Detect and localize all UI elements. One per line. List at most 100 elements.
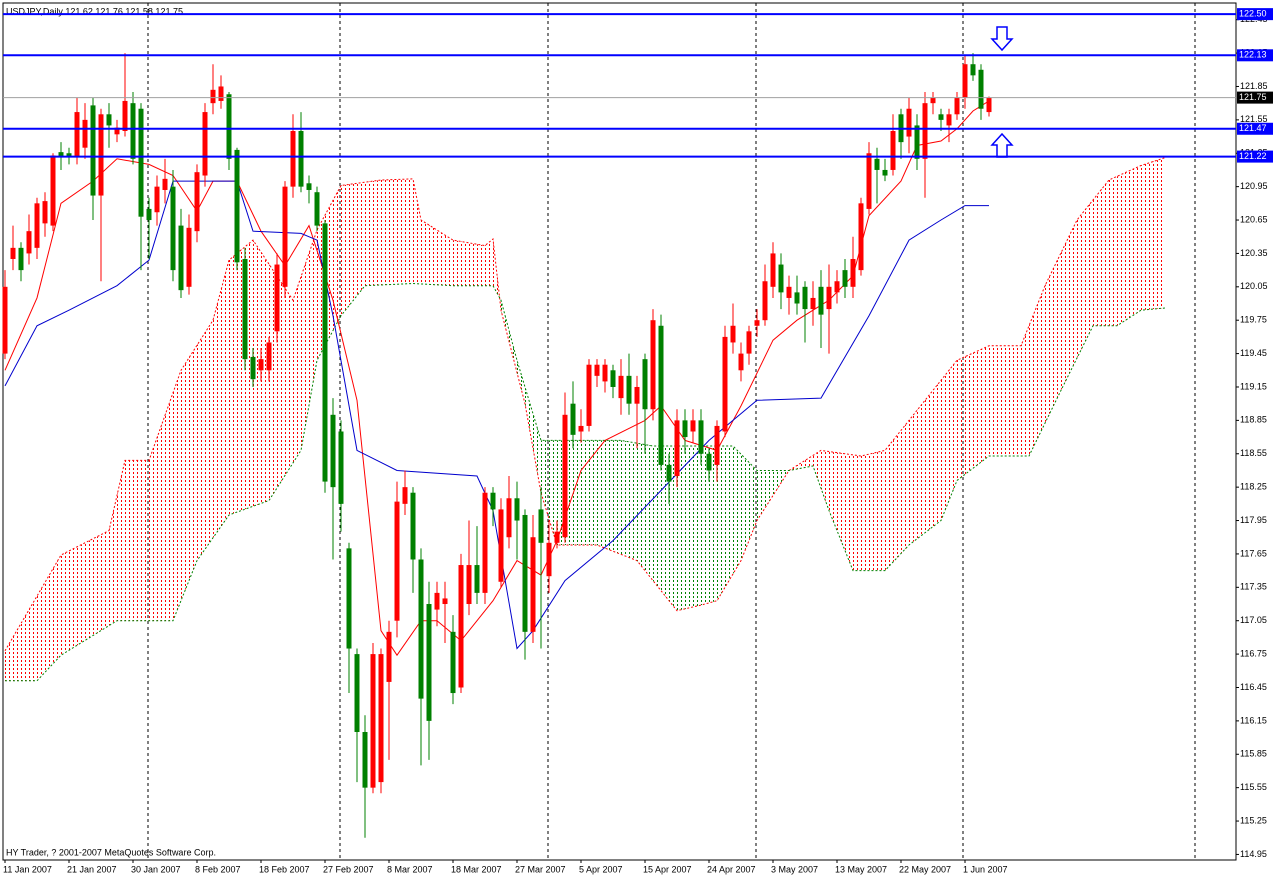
y-tick-label: 119.15 (1240, 381, 1267, 391)
x-tick-label: 15 Apr 2007 (643, 864, 692, 874)
x-tick-label: 18 Mar 2007 (451, 864, 502, 874)
candle-body (602, 364, 608, 382)
x-tick-label: 5 Apr 2007 (579, 864, 623, 874)
candle-body (778, 264, 784, 293)
x-tick-label: 3 May 2007 (771, 864, 818, 874)
candle-body (266, 342, 272, 371)
x-tick-label: 27 Mar 2007 (515, 864, 566, 874)
up-arrow (990, 132, 1014, 158)
candle-body (346, 548, 352, 649)
level-box (1237, 122, 1273, 135)
candle-body (938, 114, 944, 120)
y-tick-label: 115.85 (1240, 749, 1267, 759)
level-box (1237, 8, 1273, 21)
candle-body (834, 281, 840, 293)
candle-body (66, 153, 72, 157)
candle-body (770, 253, 776, 287)
candle-body (394, 501, 400, 621)
y-tick-label: 118.55 (1240, 448, 1267, 458)
x-tick-label: 22 May 2007 (899, 864, 951, 874)
candle-body (658, 325, 664, 465)
candle-body (650, 320, 656, 410)
candle-body (522, 514, 528, 632)
y-tick-label: 116.15 (1240, 715, 1267, 725)
candle-body (666, 464, 672, 482)
candle-body (874, 158, 880, 170)
last-price-box (1237, 91, 1273, 104)
x-tick-label: 18 Feb 2007 (259, 864, 310, 874)
footer: HY Trader, ? 2001-2007 MetaQuotes Softwa… (6, 847, 216, 857)
candle-body (274, 264, 280, 332)
candle-body (850, 258, 856, 287)
level-label: 122.13 (1239, 50, 1267, 60)
candle-body (114, 127, 120, 135)
x-tick-label: 27 Feb 2007 (323, 864, 374, 874)
candle-body (226, 94, 232, 159)
level-box (1237, 49, 1273, 62)
candle-body (810, 297, 816, 310)
candle-body (626, 375, 632, 404)
down-arrow (990, 26, 1014, 52)
candle-body (58, 152, 64, 157)
candle-body (562, 414, 568, 538)
candle-body (50, 155, 56, 226)
candle-body (946, 114, 952, 126)
candle-body (746, 331, 752, 354)
y-tick-label: 115.55 (1240, 782, 1267, 792)
cloud-fill (5, 157, 1165, 681)
candle-body (890, 130, 896, 170)
candle-body (202, 112, 208, 176)
x-tick-label: 8 Feb 2007 (195, 864, 241, 874)
candle-body (410, 492, 416, 560)
candle-body (418, 559, 424, 699)
candle-body (762, 281, 768, 321)
cloud-group (5, 157, 1165, 681)
candle-body (906, 108, 912, 137)
level-label: 121.47 (1239, 123, 1267, 133)
candle-body (330, 414, 336, 488)
candle-body (434, 592, 440, 610)
candle-body (546, 542, 552, 577)
candle-body (618, 375, 624, 399)
candle-body (610, 370, 616, 387)
x-tick-label: 11 Jan 2007 (3, 864, 52, 874)
candle-body (34, 203, 40, 248)
candle-body (698, 420, 704, 454)
candle-body (354, 654, 360, 733)
candle-body (18, 247, 24, 271)
candle-body (722, 336, 728, 432)
candle-body (490, 492, 496, 510)
candle-body (586, 364, 592, 426)
candle-body (186, 227, 192, 287)
candle-body (234, 149, 240, 263)
x-tick-label: 30 Jan 2007 (131, 864, 181, 874)
candle-body (450, 631, 456, 694)
candle-body (538, 509, 544, 543)
candle-body (914, 125, 920, 159)
candle-body (794, 292, 800, 304)
y-tick-label: 117.05 (1240, 615, 1267, 625)
candle-body (730, 325, 736, 343)
candle-body (426, 604, 432, 721)
candle-body (314, 192, 320, 226)
candle-body (90, 105, 96, 196)
candle-body (970, 64, 976, 76)
y-tick-label: 117.95 (1240, 515, 1267, 525)
candle-body (482, 492, 488, 593)
candle-body (122, 100, 128, 131)
y-tick-label: 116.45 (1240, 682, 1267, 692)
candle-body (74, 112, 80, 157)
candle-body (858, 203, 864, 271)
candle-body (170, 186, 176, 271)
candle-body (402, 487, 408, 504)
candle-body (258, 359, 264, 371)
candle-body (370, 654, 376, 788)
candle-body (802, 286, 808, 310)
candle-body (690, 420, 696, 432)
x-tick-label: 21 Jan 2007 (67, 864, 117, 874)
candle-body (706, 453, 712, 471)
candle-body (154, 186, 160, 213)
candle-body (130, 103, 136, 159)
candle-body (642, 359, 648, 410)
